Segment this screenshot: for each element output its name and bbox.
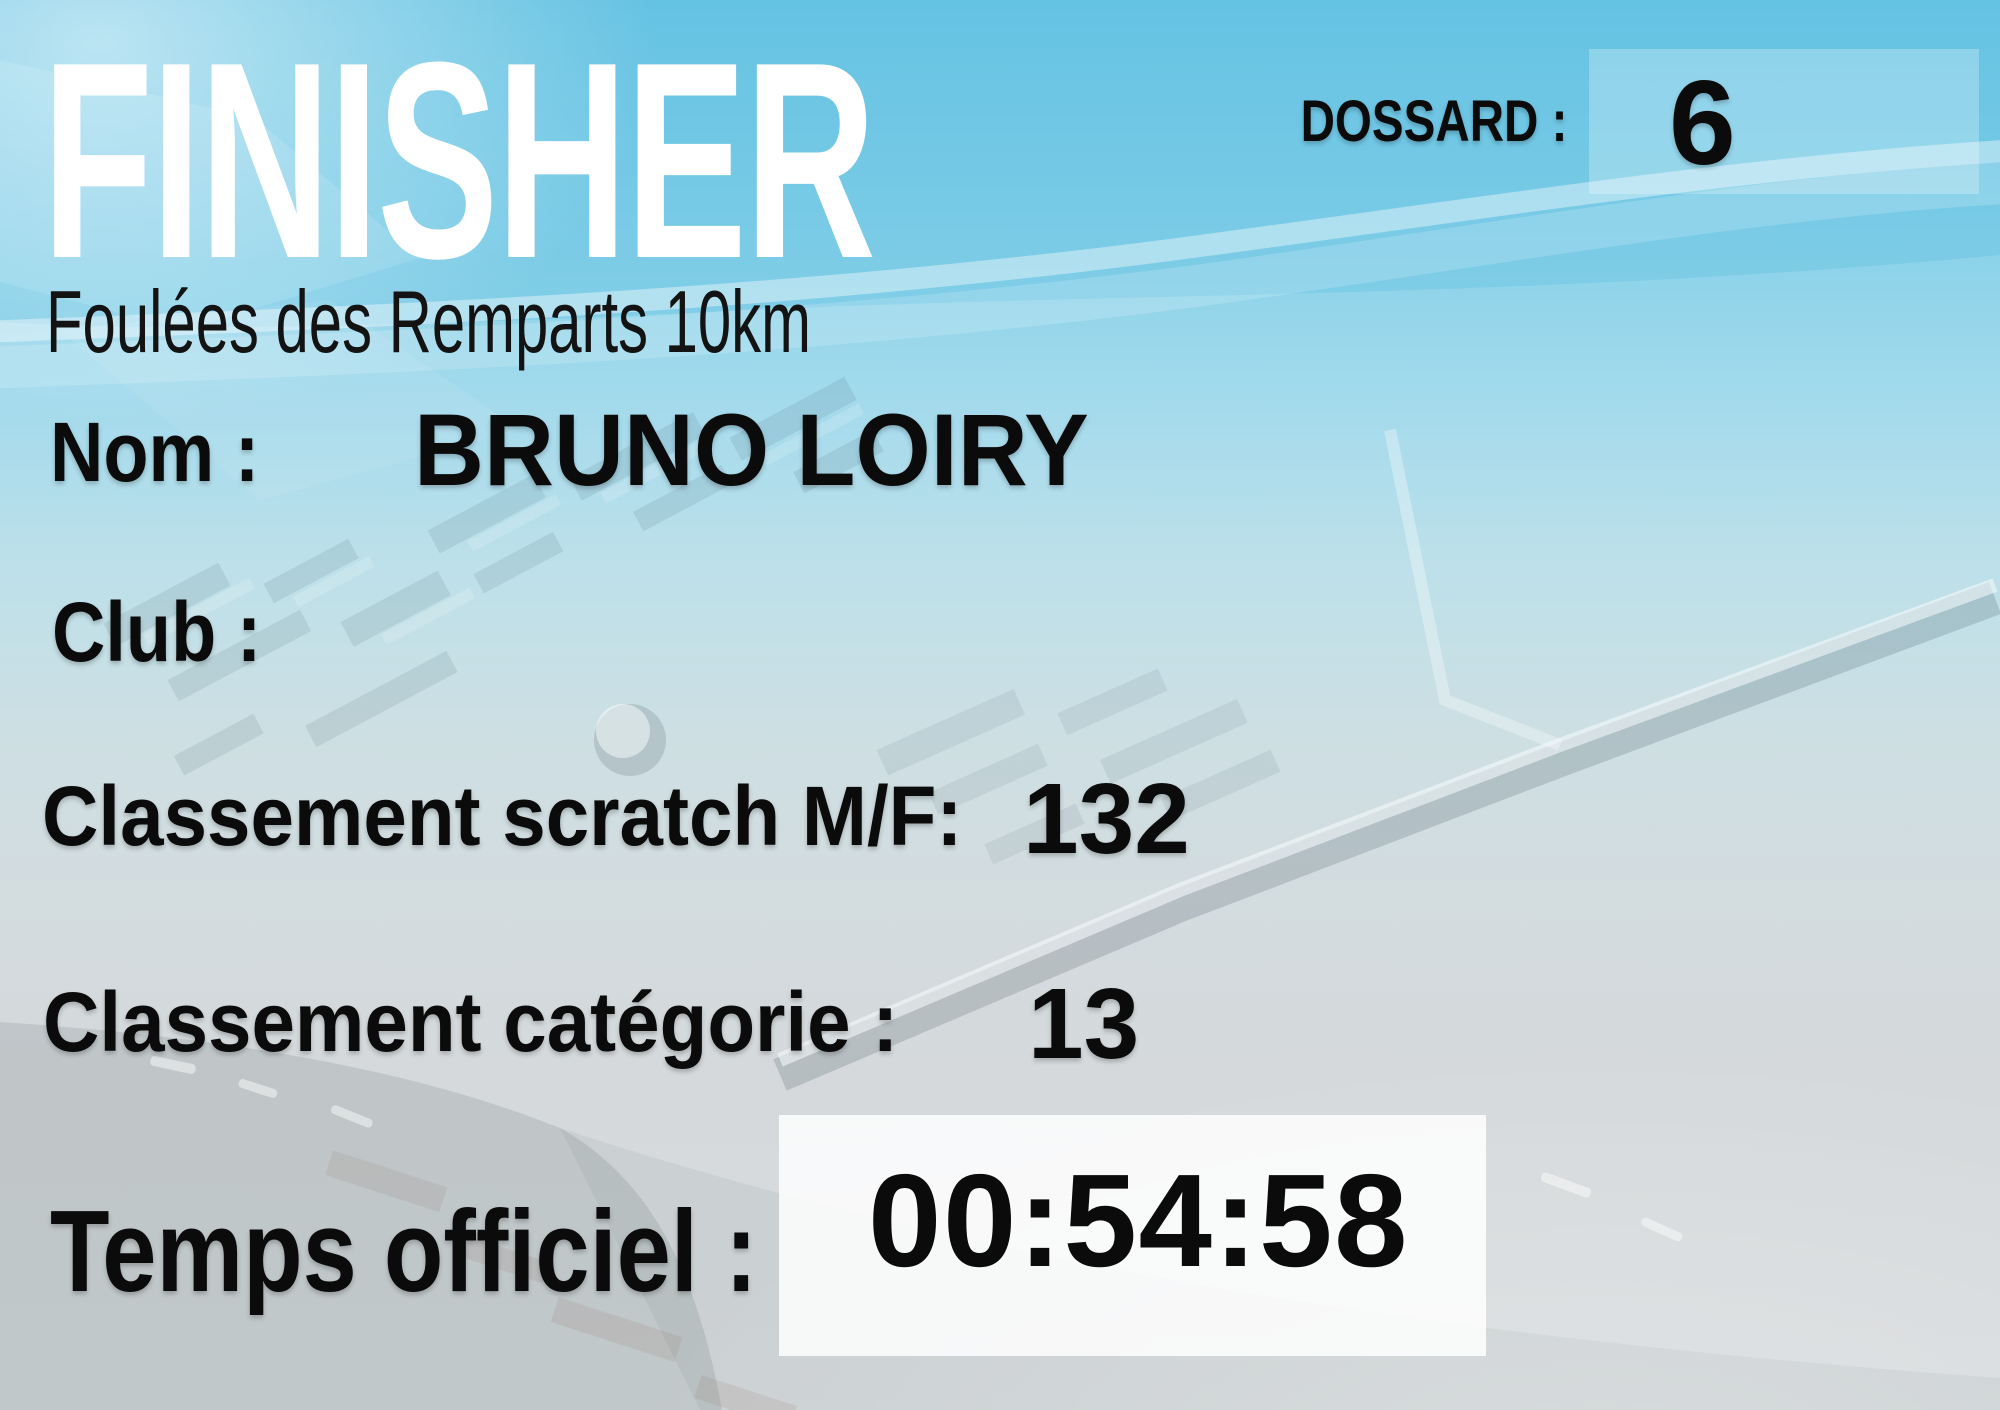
ranking-category-value: 13 [1028, 968, 1140, 1080]
dossard-box: 6 [1589, 49, 1979, 194]
name-value: BRUNO LOIRY [414, 393, 1089, 507]
club-label: Club : [52, 585, 262, 679]
official-time-label: Temps officiel : [50, 1186, 758, 1316]
ranking-scratch-value: 132 [1023, 763, 1190, 875]
dossard-value: 6 [1669, 56, 1736, 190]
time-box [779, 1115, 1486, 1356]
title-finisher: FINISHER [42, 5, 876, 317]
ranking-category-label: Classement catégorie : [43, 975, 899, 1069]
name-label: Nom : [50, 405, 260, 499]
ranking-scratch-label: Classement scratch M/F: [42, 769, 963, 863]
dossard-label: DOSSARD : [1300, 89, 1567, 154]
event-name: Foulées des Remparts 10km [46, 272, 811, 371]
official-time-value: 00:54:58 [868, 1147, 1410, 1294]
